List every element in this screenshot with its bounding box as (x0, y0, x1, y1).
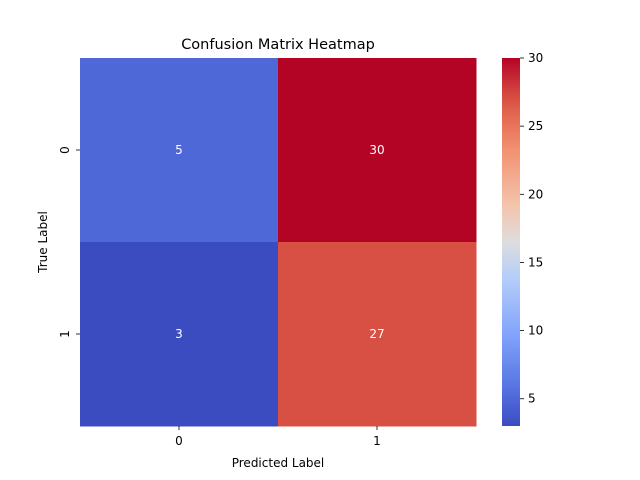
x-axis-label: Predicted Label (232, 456, 325, 470)
x-tick-label: 0 (175, 434, 183, 448)
y-tick-label: 0 (58, 146, 72, 154)
x-tick-label: 1 (373, 434, 381, 448)
heatmap-cell-0-0 (80, 58, 279, 243)
cell-value-label-1-1: 27 (369, 327, 384, 341)
heatmap-cell-1-0 (80, 242, 279, 427)
chart-title: Confusion Matrix Heatmap (181, 37, 375, 53)
colorbar-gradient (502, 58, 520, 426)
colorbar-tick-label: 20 (528, 187, 543, 201)
colorbar-tick-label: 5 (528, 392, 536, 406)
y-axis-label: True Label (36, 211, 50, 274)
colorbar: 5 10 15 20 25 30 (502, 51, 543, 426)
colorbar-tick-label: 25 (528, 119, 543, 133)
cell-value-label-0-0: 5 (175, 143, 183, 157)
cell-value-label-0-1: 30 (369, 143, 384, 157)
heatmap-cells (80, 58, 477, 427)
heatmap-cell-0-1 (278, 58, 477, 243)
colorbar-tick-label: 15 (528, 255, 543, 269)
heatmap-cell-1-1 (278, 242, 477, 427)
colorbar-tick-label: 10 (528, 324, 543, 338)
y-axis-ticks: 01 (58, 146, 80, 338)
colorbar-tick-label: 30 (528, 51, 543, 65)
y-tick-label: 1 (58, 330, 72, 338)
heatmap-annotations: 5 30 3 27 (175, 143, 384, 341)
cell-value-label-1-0: 3 (175, 327, 183, 341)
